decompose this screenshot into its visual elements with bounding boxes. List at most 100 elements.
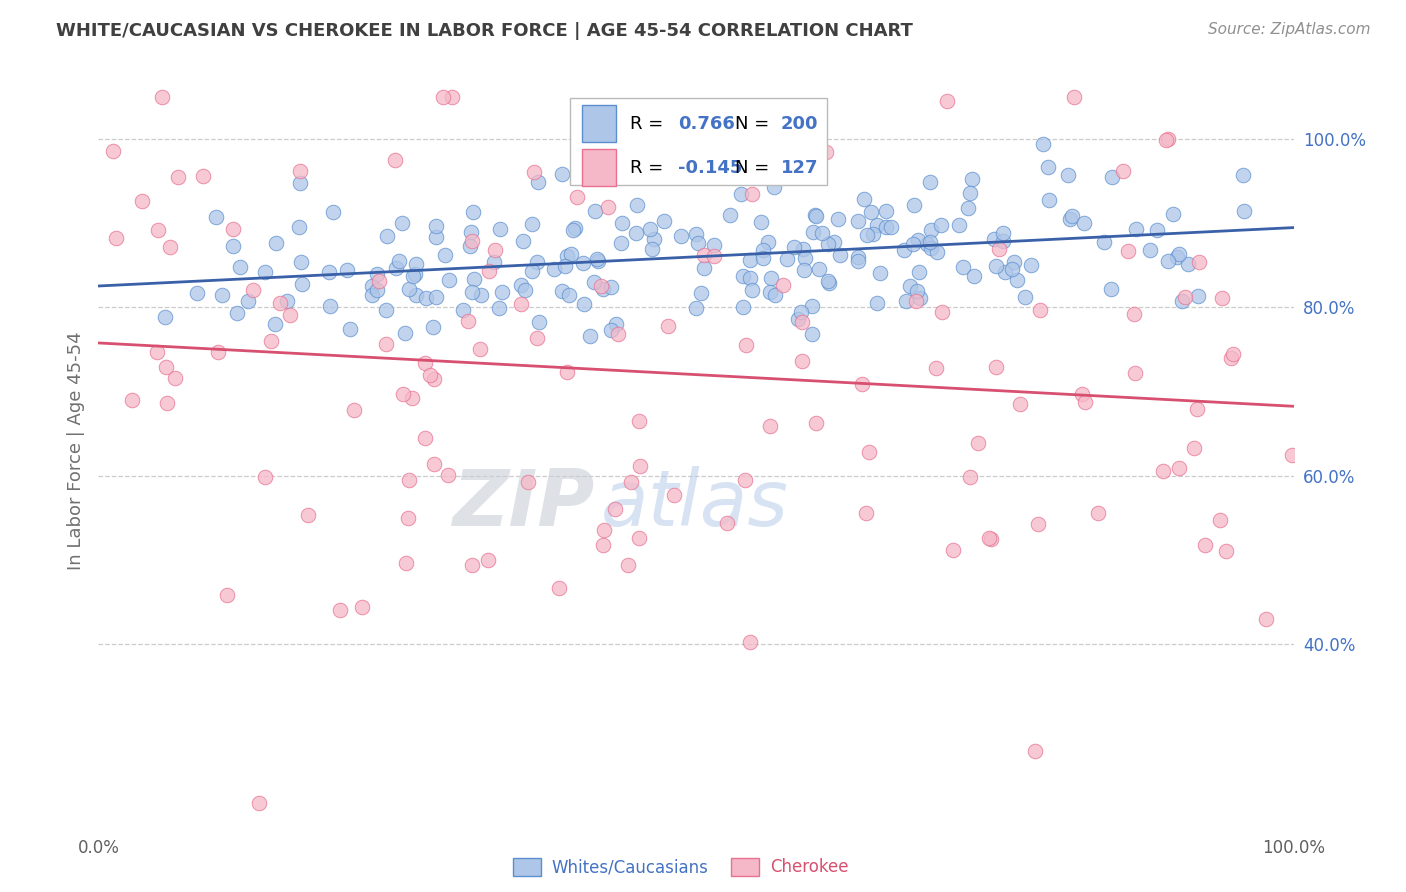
Point [463, 272, 485, 286]
Point [512, 234, 534, 248]
Point [991, 226, 1014, 240]
Point [121, 392, 143, 407]
Point [520, 217, 543, 231]
Point [846, 254, 869, 268]
Point [804, 209, 827, 223]
Point [297, 508, 319, 522]
Point [984, 359, 1007, 374]
Point [600, 280, 623, 294]
Point [1233, 204, 1256, 219]
Text: 0.766: 0.766 [678, 115, 735, 133]
Point [1014, 290, 1036, 304]
Point [319, 300, 342, 314]
Point [866, 296, 889, 310]
Point [366, 283, 388, 297]
Point [425, 290, 447, 304]
Point [434, 247, 457, 261]
Point [432, 89, 454, 103]
Point [419, 368, 441, 383]
Point [1139, 244, 1161, 258]
Text: 127: 127 [780, 159, 818, 177]
Point [605, 317, 627, 331]
Point [628, 413, 651, 427]
Point [527, 315, 550, 329]
Point [993, 265, 1015, 279]
Point [215, 588, 238, 602]
Point [627, 531, 650, 545]
Point [482, 255, 505, 269]
Text: atlas: atlas [600, 466, 789, 541]
Point [375, 229, 398, 244]
Point [907, 264, 929, 278]
Point [741, 186, 763, 201]
FancyBboxPatch shape [571, 98, 827, 186]
Point [817, 236, 839, 251]
Point [703, 238, 725, 252]
Point [801, 225, 824, 239]
Point [1074, 394, 1097, 409]
Point [269, 296, 291, 310]
Point [415, 292, 437, 306]
Point [730, 187, 752, 202]
Point [589, 279, 612, 293]
Point [1036, 161, 1059, 175]
Point [793, 263, 815, 277]
Point [155, 310, 177, 325]
Point [460, 558, 482, 572]
Point [592, 160, 614, 174]
Point [893, 243, 915, 257]
Point [792, 315, 814, 329]
Point [477, 553, 499, 567]
Point [1152, 464, 1174, 478]
Point [855, 227, 877, 242]
Point [242, 283, 264, 297]
Point [1099, 282, 1122, 296]
Point [1092, 235, 1115, 249]
Point [425, 230, 447, 244]
Point [641, 242, 664, 256]
Point [1171, 294, 1194, 309]
Point [846, 250, 869, 264]
Point [1146, 223, 1168, 237]
Point [551, 168, 574, 182]
Point [1005, 273, 1028, 287]
Point [413, 431, 436, 445]
Point [853, 192, 876, 206]
Point [276, 294, 298, 309]
Text: ZIP: ZIP [453, 466, 595, 541]
Point [669, 228, 692, 243]
Point [461, 234, 484, 248]
Point [806, 416, 828, 430]
Point [609, 236, 631, 251]
Point [662, 487, 685, 501]
Point [1254, 612, 1277, 626]
Point [288, 177, 311, 191]
Point [396, 511, 419, 525]
Point [1101, 170, 1123, 185]
Point [898, 279, 921, 293]
Point [903, 198, 925, 212]
Point [484, 243, 506, 257]
Text: -0.145: -0.145 [678, 159, 742, 177]
Point [191, 169, 214, 184]
Point [322, 205, 344, 219]
Point [703, 249, 725, 263]
Point [790, 354, 813, 368]
Point [413, 356, 436, 370]
Point [586, 252, 609, 267]
Point [735, 338, 758, 352]
Point [101, 144, 124, 158]
Point [991, 234, 1014, 248]
Point [738, 253, 761, 268]
Point [763, 288, 786, 302]
Point [520, 263, 543, 277]
Point [692, 260, 714, 275]
Point [685, 227, 707, 242]
Point [756, 235, 779, 249]
Point [905, 284, 928, 298]
Point [470, 342, 492, 356]
Point [828, 248, 851, 262]
Point [146, 222, 169, 236]
Point [904, 293, 927, 308]
Point [866, 218, 889, 232]
